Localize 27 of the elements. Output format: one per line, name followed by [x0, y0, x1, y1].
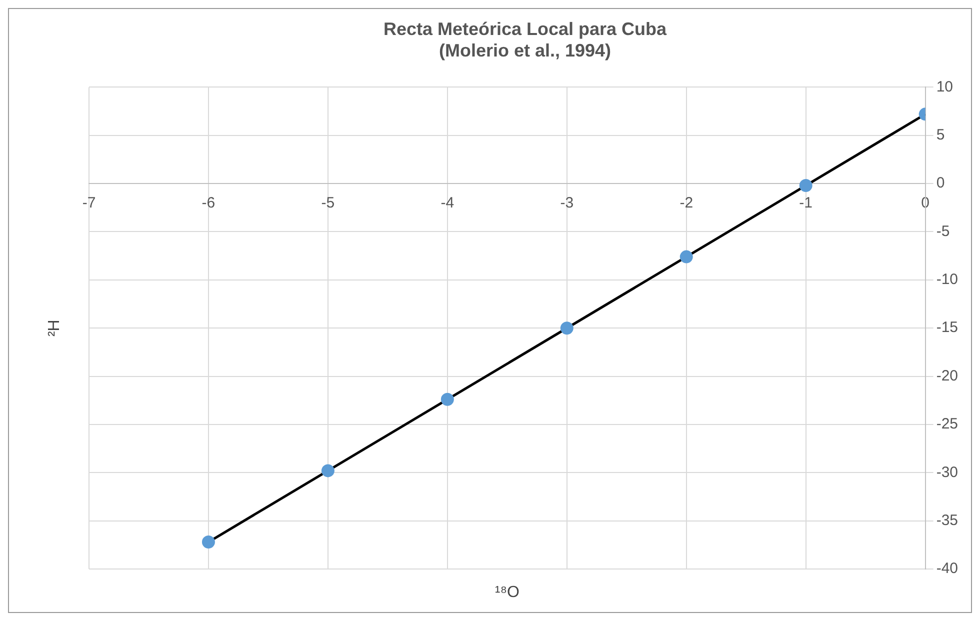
- x-tick-label: -6: [202, 194, 216, 212]
- point: [440, 392, 454, 406]
- y-tick-label: -30: [936, 464, 958, 481]
- chart-title: Recta Meteórica Local para Cuba (Molerio et al., 1994): [383, 18, 668, 60]
- point: [680, 250, 693, 264]
- x-tick-label: -7: [82, 194, 96, 212]
- y-tick-label: -35: [936, 512, 958, 529]
- x-tick-label: -1: [799, 194, 813, 212]
- y-tick-label: -10: [936, 271, 958, 288]
- y-tick-label: 10: [936, 78, 954, 96]
- x-tick-label: -5: [321, 194, 335, 212]
- x-tick-label: -3: [560, 194, 574, 212]
- point: [560, 322, 574, 335]
- y-axis-title: ²H: [46, 320, 63, 337]
- y-tick-label: 0: [936, 174, 945, 192]
- point: [202, 536, 215, 549]
- y-tick-label: -25: [936, 416, 958, 433]
- y-tick-label: -15: [936, 319, 958, 336]
- x-tick-label: -4: [440, 194, 454, 212]
- x-tick-label: -2: [680, 194, 694, 212]
- point: [799, 178, 812, 192]
- y-tick-label: -40: [936, 560, 958, 578]
- y-tick-label: -5: [936, 222, 950, 240]
- y-tick-label: 5: [936, 126, 945, 144]
- y-tick-label: -20: [936, 367, 958, 384]
- x-axis-title: ¹⁸O: [494, 584, 520, 601]
- point: [321, 464, 334, 478]
